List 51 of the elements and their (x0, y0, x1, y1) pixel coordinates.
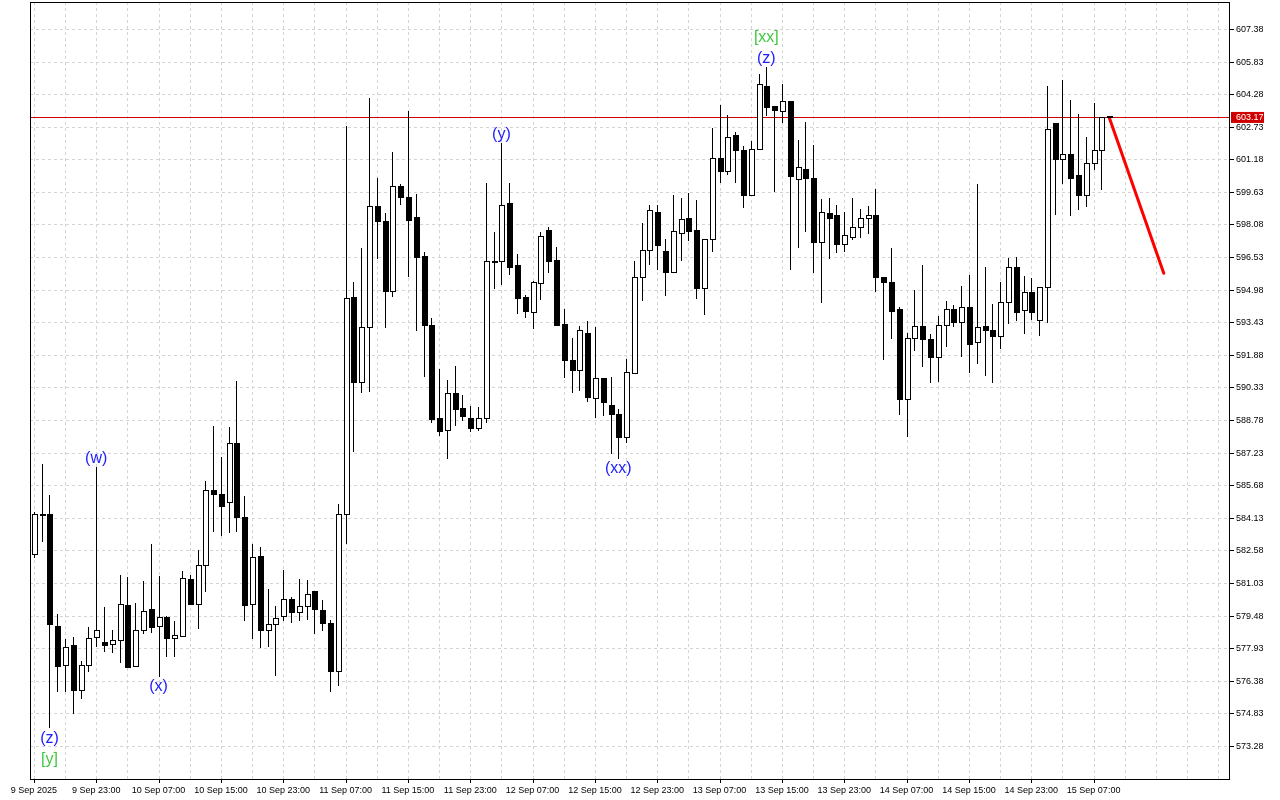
y-tick-label: 602.73 (1236, 121, 1264, 132)
y-tick-label: 581.03 (1236, 578, 1264, 589)
x-tick-label: 11 Sep 23:00 (443, 785, 497, 795)
y-tick-label: 599.63 (1236, 186, 1264, 197)
x-tick-label: 12 Sep 07:00 (505, 785, 560, 795)
y-tick-label: 607.38 (1236, 23, 1264, 34)
x-tick-label: 11 Sep 07:00 (319, 785, 373, 795)
x-tick-label: 11 Sep 15:00 (381, 785, 435, 795)
y-tick-label: 579.48 (1236, 610, 1264, 621)
y-tick-label: 582.58 (1236, 545, 1264, 556)
x-tick-label: 14 Sep 23:00 (1004, 785, 1059, 795)
x-tick-label: 10 Sep 15:00 (194, 785, 248, 795)
x-tick-label: 14 Sep 15:00 (942, 785, 996, 795)
candlestick (93, 466, 100, 648)
y-tick-label: 601.18 (1236, 154, 1264, 165)
x-tick-label: 13 Sep 15:00 (755, 785, 809, 795)
x-tick-label: 9 Sep 23:00 (71, 785, 121, 795)
y-tick-label: 587.23 (1236, 447, 1264, 458)
annotation: [y] (41, 749, 58, 767)
annotation: (xx) (604, 459, 632, 477)
x-tick-label: 9 Sep 2025 (10, 785, 57, 795)
y-tick-label: 591.88 (1236, 349, 1264, 360)
annotation: (z) (757, 49, 776, 67)
x-tick-label: 13 Sep 23:00 (817, 785, 872, 795)
annotation: (w) (85, 449, 108, 467)
y-tick-label: 573.28 (1236, 740, 1264, 751)
x-tick-label: 12 Sep 15:00 (568, 785, 622, 795)
y-tick-label: 598.08 (1236, 219, 1264, 230)
y-tick-label: 605.83 (1236, 56, 1264, 67)
x-tick-label: 13 Sep 07:00 (692, 785, 747, 795)
x-tick-label: 15 Sep 07:00 (1066, 785, 1121, 795)
x-tick-label: 10 Sep 23:00 (256, 785, 311, 795)
ref-line-label: 603.17 (1236, 112, 1264, 123)
x-tick-label: 14 Sep 07:00 (879, 785, 934, 795)
y-tick-label: 584.13 (1236, 512, 1264, 523)
annotation: (x) (149, 677, 168, 695)
y-tick-label: 585.68 (1236, 480, 1264, 491)
y-tick-label: 594.98 (1236, 284, 1264, 295)
y-tick-label: 577.93 (1236, 643, 1264, 654)
x-tick-label: 10 Sep 07:00 (131, 785, 186, 795)
y-tick-label: 590.33 (1236, 382, 1264, 393)
y-tick-label: 596.53 (1236, 252, 1264, 263)
y-tick-label: 576.38 (1236, 675, 1264, 686)
y-tick-label: 574.83 (1236, 708, 1264, 719)
annotation: [xx] (753, 28, 779, 46)
y-tick-label: 588.78 (1236, 415, 1264, 426)
y-tick-label: 593.43 (1236, 317, 1264, 328)
annotation: (z) (40, 728, 59, 746)
annotation: (y) (492, 125, 511, 143)
x-tick-label: 12 Sep 23:00 (630, 785, 685, 795)
y-tick-label: 604.28 (1236, 89, 1264, 100)
